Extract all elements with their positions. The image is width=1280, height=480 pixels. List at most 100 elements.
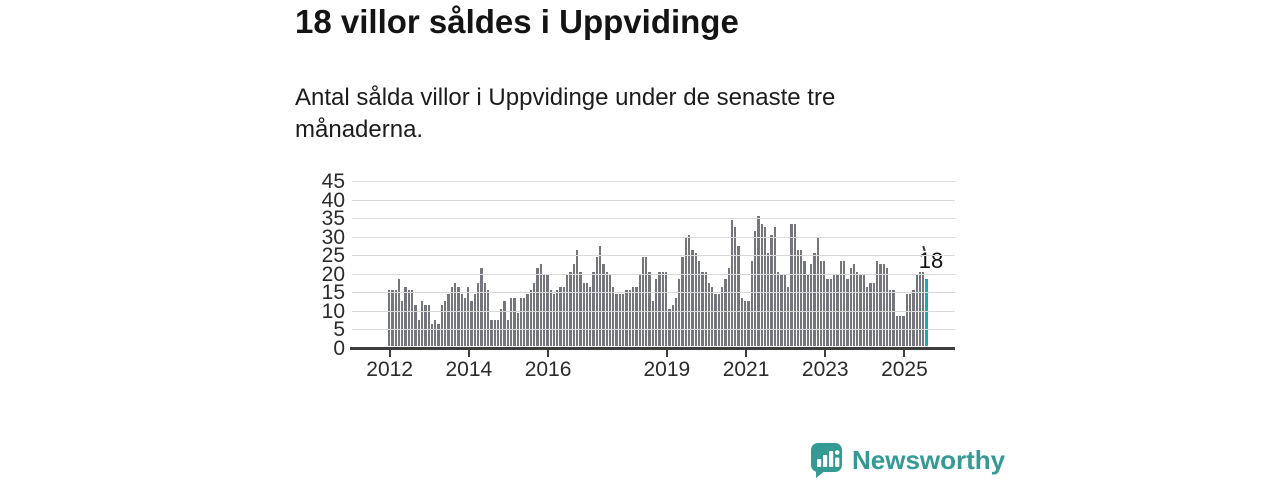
bar bbox=[602, 264, 605, 346]
bar bbox=[770, 234, 773, 346]
bar bbox=[852, 264, 856, 346]
bar bbox=[420, 301, 424, 346]
bar bbox=[793, 223, 796, 346]
bar bbox=[833, 275, 836, 346]
bar bbox=[493, 320, 496, 346]
bar bbox=[684, 238, 688, 346]
gridline bbox=[352, 310, 955, 312]
bar bbox=[915, 275, 918, 346]
bar bbox=[533, 282, 536, 346]
bar bbox=[569, 271, 572, 346]
bar bbox=[720, 286, 724, 346]
bar bbox=[477, 282, 480, 346]
bar bbox=[500, 308, 503, 346]
bar bbox=[846, 279, 849, 346]
bar bbox=[724, 279, 727, 346]
bar bbox=[529, 290, 533, 346]
bar bbox=[404, 286, 407, 346]
bar bbox=[879, 264, 882, 346]
bar bbox=[417, 320, 420, 346]
bar bbox=[694, 253, 697, 346]
bar bbox=[892, 290, 895, 346]
bar bbox=[467, 286, 470, 346]
bar bbox=[579, 271, 582, 346]
x-axis-tick bbox=[665, 350, 668, 357]
bar bbox=[750, 260, 753, 346]
y-axis-tick-label: 35 bbox=[321, 207, 345, 231]
bar bbox=[866, 286, 869, 346]
bar bbox=[734, 227, 737, 346]
bar bbox=[806, 275, 809, 346]
bar bbox=[859, 275, 862, 346]
bar bbox=[391, 290, 394, 346]
gridline bbox=[352, 199, 955, 201]
bar bbox=[641, 256, 645, 346]
bar bbox=[388, 290, 391, 346]
bar bbox=[885, 268, 889, 346]
bar bbox=[427, 305, 430, 346]
bar bbox=[889, 290, 892, 346]
newsworthy-logo: Newsworthy bbox=[810, 442, 1005, 479]
newsworthy-bubble-icon bbox=[811, 443, 842, 478]
bar bbox=[757, 216, 760, 346]
bar bbox=[744, 301, 747, 346]
bar bbox=[575, 249, 579, 346]
x-axis-tick bbox=[388, 350, 391, 357]
bar bbox=[856, 271, 859, 346]
bar bbox=[437, 323, 440, 346]
bar bbox=[434, 320, 437, 346]
bar-latest bbox=[925, 279, 928, 346]
bar bbox=[440, 305, 444, 346]
bar bbox=[424, 305, 427, 346]
x-axis-tick-label: 2016 bbox=[524, 358, 572, 381]
bar bbox=[823, 260, 826, 346]
newsworthy-logo-text: Newsworthy bbox=[852, 445, 1006, 475]
bar bbox=[872, 282, 875, 346]
bar bbox=[800, 249, 803, 346]
bar bbox=[599, 245, 602, 346]
y-axis-tick-label: 45 bbox=[321, 170, 345, 193]
bar bbox=[457, 286, 460, 346]
x-axis-tick bbox=[745, 350, 748, 357]
bar bbox=[589, 286, 592, 346]
gridline bbox=[352, 255, 955, 257]
bar bbox=[503, 301, 506, 346]
y-axis-tick-label: 10 bbox=[321, 299, 345, 323]
bar bbox=[394, 290, 397, 346]
bar bbox=[585, 282, 589, 346]
page-title: 18 villor såldes i Uppvidinge bbox=[295, 3, 739, 40]
bar bbox=[612, 286, 615, 346]
bar bbox=[875, 260, 879, 346]
bar bbox=[674, 297, 678, 346]
bar bbox=[628, 290, 631, 346]
bar bbox=[714, 294, 717, 346]
bar bbox=[773, 227, 777, 346]
bar bbox=[816, 238, 819, 346]
bar bbox=[905, 294, 908, 346]
bar bbox=[691, 249, 694, 346]
bar bbox=[826, 279, 829, 346]
bar bbox=[407, 290, 411, 346]
bar bbox=[460, 294, 463, 346]
bar bbox=[842, 260, 846, 346]
gridline bbox=[352, 181, 955, 182]
bar bbox=[556, 290, 559, 346]
bar bbox=[470, 301, 473, 346]
y-axis-tick-label: 30 bbox=[321, 225, 345, 249]
bar bbox=[645, 256, 648, 346]
y-axis-tick-label: 25 bbox=[321, 244, 345, 268]
bar bbox=[701, 271, 704, 346]
x-axis-tick-label: 2019 bbox=[643, 358, 691, 381]
bar bbox=[912, 290, 915, 346]
bar bbox=[730, 219, 734, 346]
bar bbox=[401, 301, 404, 346]
x-axis-tick-label: 2012 bbox=[366, 358, 413, 381]
bar bbox=[786, 286, 790, 346]
bar bbox=[444, 301, 447, 346]
gridline bbox=[352, 218, 955, 220]
x-axis-tick-label: 2021 bbox=[722, 358, 770, 381]
bar bbox=[697, 260, 701, 346]
bar bbox=[829, 279, 833, 346]
bar bbox=[542, 275, 546, 346]
